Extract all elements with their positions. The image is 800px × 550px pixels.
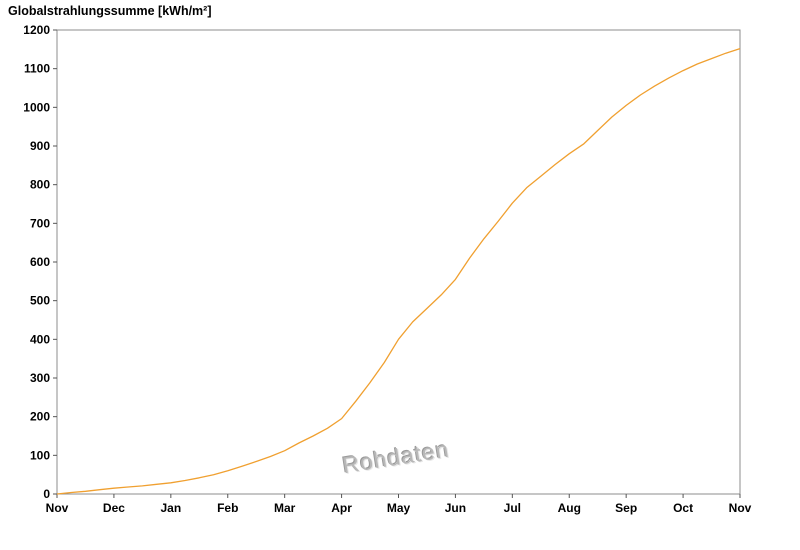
y-axis-label: 700	[30, 216, 50, 230]
x-axis-label: Nov	[729, 501, 752, 515]
x-axis-label: Feb	[217, 501, 238, 515]
y-axis-label: 400	[30, 332, 50, 346]
x-axis-label: Apr	[331, 501, 352, 515]
y-axis-label: 800	[30, 178, 50, 192]
y-axis-label: 1100	[24, 62, 50, 76]
x-axis-label: Jun	[445, 501, 466, 515]
plot-frame	[56, 29, 741, 495]
radiation-sum-line	[56, 47, 741, 495]
x-axis-label: Oct	[673, 501, 693, 515]
chart-title: Globalstrahlungssumme [kWh/m²]	[8, 4, 212, 18]
y-axis-label: 100	[30, 448, 50, 462]
x-axis-label: May	[387, 501, 411, 515]
x-axis-label: Sep	[615, 501, 637, 515]
y-axis-label: 200	[30, 410, 50, 424]
y-axis-label: 1000	[23, 100, 50, 114]
y-axis-label: 0	[43, 487, 50, 501]
x-axis-label: Jul	[504, 501, 521, 515]
x-axis-label: Jan	[160, 501, 181, 515]
x-axis-label: Nov	[46, 501, 69, 515]
y-axis-label: 300	[30, 371, 50, 385]
y-axis-label: 1200	[23, 23, 50, 37]
x-axis-label: Dec	[103, 501, 125, 515]
y-axis-label: 900	[30, 139, 50, 153]
y-axis-label: 500	[30, 294, 50, 308]
y-axis-label: 600	[30, 255, 50, 269]
x-axis-label: Aug	[558, 501, 581, 515]
x-axis-label: Mar	[274, 501, 296, 515]
